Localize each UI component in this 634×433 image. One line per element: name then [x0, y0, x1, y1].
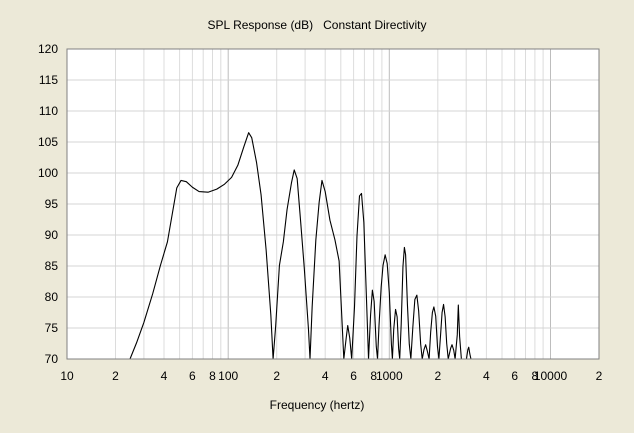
y-tick-label: 120: [38, 42, 58, 56]
y-tick-label: 105: [38, 135, 58, 149]
y-tick-label: 70: [45, 352, 59, 366]
x-tick-label: 8: [532, 369, 539, 383]
x-tick-label: 1000: [376, 369, 403, 383]
x-tick-label: 2: [596, 369, 603, 383]
x-tick-label: 4: [322, 369, 329, 383]
y-tick-label: 95: [45, 197, 59, 211]
y-tick-label: 100: [38, 166, 58, 180]
y-tick-label: 85: [45, 259, 59, 273]
x-tick-label: 10000: [534, 369, 568, 383]
x-tick-label: 4: [161, 369, 168, 383]
y-tick-label: 110: [39, 104, 58, 118]
y-tick-label: 115: [39, 73, 58, 87]
x-tick-label: 4: [483, 369, 490, 383]
series-line: [129, 132, 472, 360]
x-tick-label: 100: [218, 369, 238, 383]
x-axis-label: Frequency (hertz): [270, 398, 365, 412]
y-tick-label: 75: [45, 321, 59, 335]
y-tick-label: 90: [45, 228, 59, 242]
x-tick-label: 6: [350, 369, 357, 383]
x-tick-label: 2: [434, 369, 441, 383]
plot-frame: [66, 48, 600, 360]
x-tick-label: 2: [112, 369, 119, 383]
y-tick-label: 80: [45, 290, 59, 304]
grid: [67, 49, 599, 359]
x-tick-label: 8: [370, 369, 377, 383]
x-tick-label: 8: [209, 369, 216, 383]
x-tick-label: 6: [511, 369, 518, 383]
chart-title: SPL Response (dB) Constant Directivity: [208, 18, 427, 32]
x-tick-label: 6: [189, 369, 196, 383]
x-tick-label: 2: [273, 369, 280, 383]
series-layer: [129, 132, 472, 360]
x-tick-label: 10: [60, 369, 74, 383]
